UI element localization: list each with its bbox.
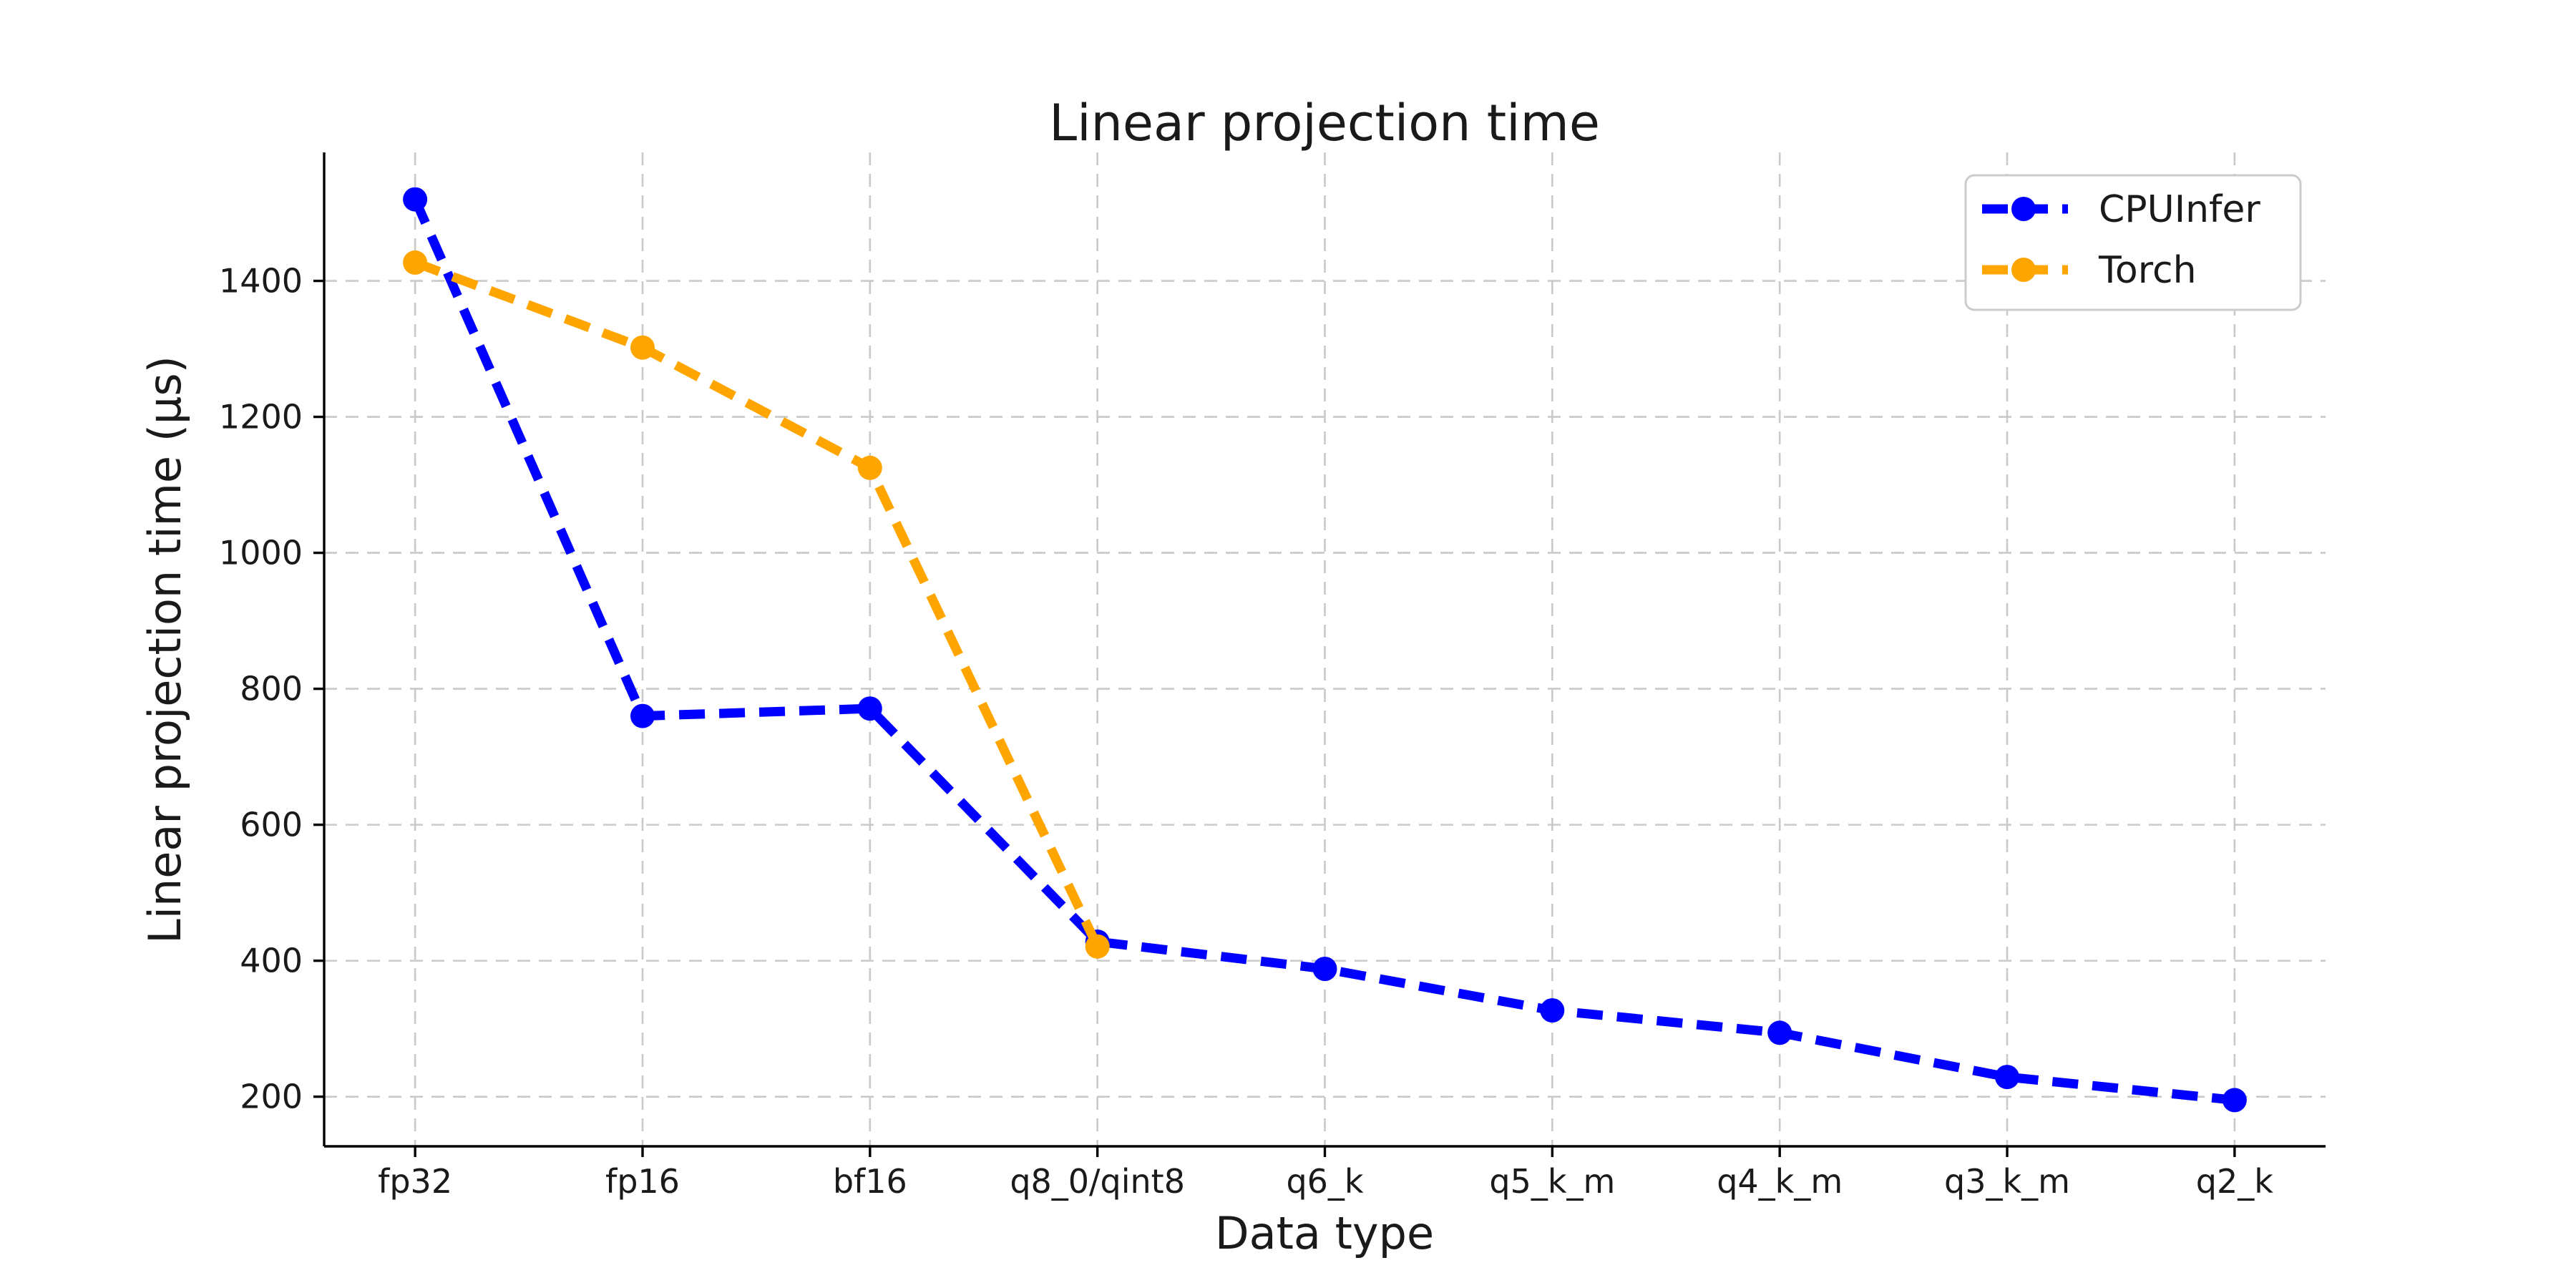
x-tick-label: q4_k_m: [1717, 1162, 1843, 1201]
legend: CPUInfer Torch: [1964, 174, 2302, 311]
data-point-torch: [403, 250, 428, 275]
legend-box: [1964, 174, 2302, 311]
data-point-cpuinfer: [2222, 1088, 2247, 1113]
tick-label-layer: 200 400 600 800 1000 1200 1400 fp32 fp16 bf16 q8_0…: [219, 262, 2273, 1201]
data-point-cpuinfer: [857, 696, 882, 721]
y-axis-label: Linear projection time (μs): [139, 356, 191, 944]
series-layer: [403, 187, 2247, 1113]
data-point-cpuinfer: [1767, 1020, 1792, 1045]
y-tick-label: 1200: [219, 398, 303, 436]
x-tick-label: q3_k_m: [1944, 1162, 2070, 1201]
x-tick-label: q5_k_m: [1489, 1162, 1615, 1201]
chart-title: Linear projection time: [1049, 94, 1600, 152]
series-line-torch: [413, 258, 1102, 949]
axes-layer: [313, 152, 2326, 1157]
data-point-torch: [630, 335, 655, 360]
grid-layer: [324, 152, 2326, 1146]
y-tick-label: 600: [240, 806, 303, 844]
legend-marker-torch: [2011, 258, 2036, 282]
x-tick-label: fp16: [605, 1162, 680, 1201]
legend-marker-cpuinfer: [2011, 197, 2036, 221]
legend-label-cpuinfer: CPUInfer: [2099, 188, 2260, 231]
data-point-cpuinfer: [630, 703, 655, 728]
data-point-torch: [857, 455, 882, 480]
data-point-torch: [1085, 934, 1110, 959]
y-tick-label: 800: [240, 670, 303, 708]
x-tick-label: fp32: [378, 1162, 452, 1201]
y-tick-label: 1000: [219, 534, 303, 572]
x-tick-label: q2_k: [2196, 1162, 2273, 1201]
x-tick-label: q6_k: [1286, 1162, 1363, 1201]
x-axis-label: Data type: [1215, 1207, 1434, 1259]
y-tick-label: 400: [240, 942, 303, 980]
legend-item-torch: Torch: [1982, 249, 2197, 292]
legend-label-torch: Torch: [2098, 249, 2197, 292]
x-tick-label: q8_0/qint8: [1010, 1162, 1185, 1201]
data-point-cpuinfer: [403, 187, 428, 212]
data-point-cpuinfer: [1540, 998, 1565, 1023]
y-tick-label: 200: [240, 1078, 303, 1116]
legend-item-cpuinfer: CPUInfer: [1982, 188, 2260, 231]
x-tick-label: bf16: [833, 1162, 907, 1201]
y-tick-label: 1400: [219, 262, 303, 301]
data-point-cpuinfer: [1995, 1065, 2019, 1090]
data-point-cpuinfer: [1312, 957, 1337, 981]
